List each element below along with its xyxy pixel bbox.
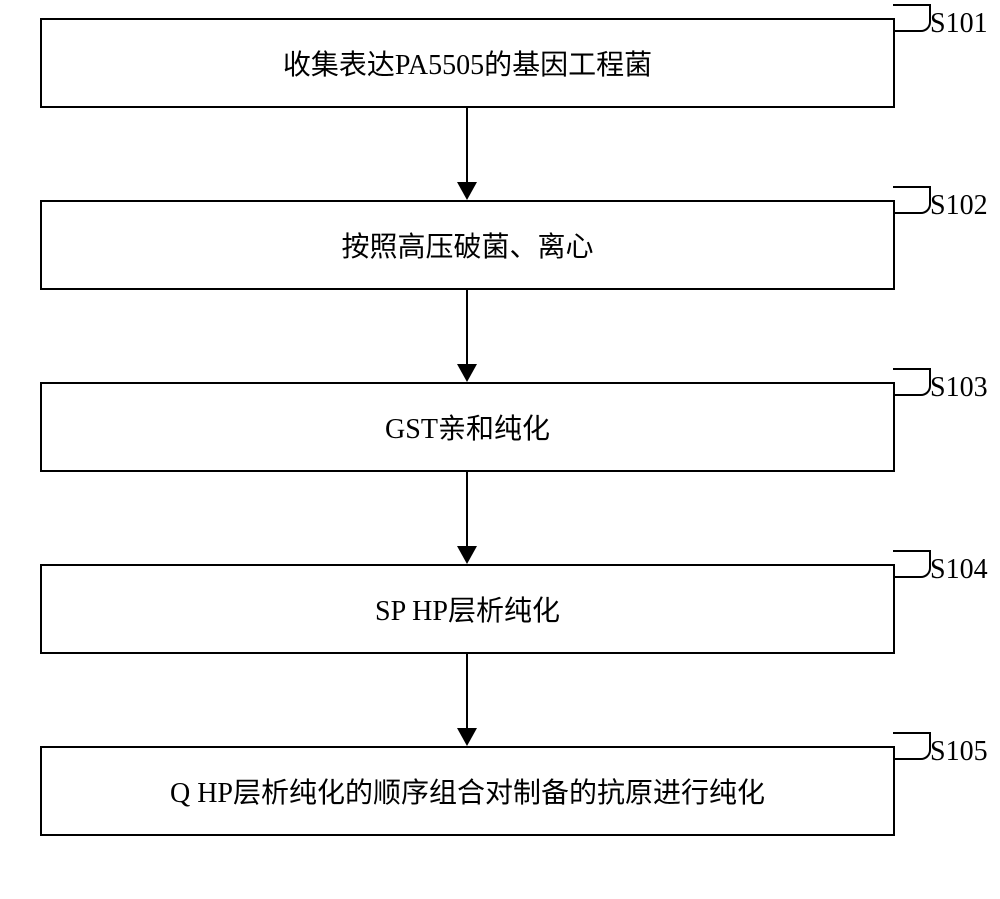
label-hook-s103 (893, 368, 931, 396)
label-hook-s101 (893, 4, 931, 32)
step-box-s105: Q HP层析纯化的顺序组合对制备的抗原进行纯化 (40, 746, 895, 836)
label-hook-s105 (893, 732, 931, 760)
label-hook-s102 (893, 186, 931, 214)
label-hook-s104 (893, 550, 931, 578)
step-box-s102: 按照高压破菌、离心 (40, 200, 895, 290)
step-box-s103: GST亲和纯化 (40, 382, 895, 472)
step-label-s101: S101 (930, 8, 988, 40)
step-text-s103: GST亲和纯化 (385, 407, 550, 447)
step-text-s101: 收集表达PA5505的基因工程菌 (283, 43, 652, 83)
flowchart-canvas: 收集表达PA5505的基因工程菌 S101 按照高压破菌、离心 S102 GST亲和纯化… (0, 0, 1000, 899)
step-label-s103: S103 (930, 372, 988, 404)
step-label-s105: S105 (930, 736, 988, 768)
step-text-s102: 按照高压破菌、离心 (341, 225, 593, 265)
step-label-s102: S102 (930, 190, 988, 222)
step-box-s101: 收集表达PA5505的基因工程菌 (40, 18, 895, 108)
step-text-s105: Q HP层析纯化的顺序组合对制备的抗原进行纯化 (170, 771, 765, 811)
step-text-s104: SP HP层析纯化 (375, 589, 560, 629)
step-box-s104: SP HP层析纯化 (40, 564, 895, 654)
step-label-s104: S104 (930, 554, 988, 586)
